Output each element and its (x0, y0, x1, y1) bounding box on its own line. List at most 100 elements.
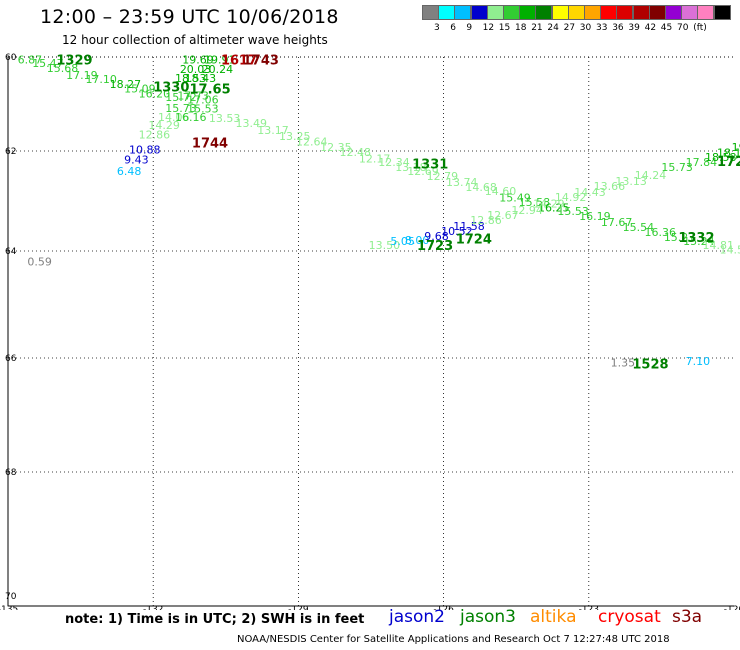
satellite-label-altika: altika (530, 607, 577, 627)
color-scale-label: 39 (628, 23, 640, 33)
color-scale-label: 24 (547, 23, 559, 33)
color-scale-label: 27 (563, 23, 576, 33)
wave-height-value: 13.18 (395, 161, 427, 174)
wave-height-value: 13.74 (446, 176, 478, 189)
wave-height-value: 16.16 (175, 111, 207, 124)
wave-height-value: 16.36 (644, 226, 676, 239)
wave-height-value: 17.67 (601, 216, 633, 229)
color-scale-label: 33 (596, 23, 608, 33)
pass-time-label: 1724 (456, 233, 492, 248)
longitude-tick-label: -123 (579, 605, 599, 610)
wave-height-value: 14.06 (158, 111, 190, 124)
wave-height-value: 15.72 (165, 91, 197, 104)
wave-height-value: 10.52 (441, 225, 473, 238)
color-scale-label: 21 (531, 23, 543, 33)
wave-height-value: 12.94 (511, 204, 543, 217)
pass-time-label: 1744 (192, 137, 228, 152)
wave-height-value: 14.43 (574, 186, 606, 199)
wave-height-value: 20.24 (202, 63, 234, 76)
wave-height-value: 15.53 (557, 205, 589, 218)
map-gridlines (8, 57, 734, 606)
longitude-tick-label: -129 (288, 605, 309, 610)
wave-height-value: 13.53 (209, 112, 241, 125)
latitude-tick-label: 70 (5, 592, 17, 602)
wave-height-value: 13.25 (279, 130, 311, 143)
latitude-tick-label: 68 (5, 468, 17, 478)
satellite-label-jason3: jason3 (460, 607, 516, 627)
wave-height-value: 12.17 (359, 153, 391, 166)
wave-height-value: 14.92 (555, 191, 587, 204)
pass-time-label: 1723 (417, 239, 453, 254)
wave-height-value: 13.17 (257, 124, 289, 137)
wave-height-value: 12.34 (378, 156, 410, 169)
wave-height-value: 18.53 (175, 72, 207, 85)
wave-height-value: 14.55 (719, 244, 740, 257)
wave-height-value: 17.10 (85, 73, 117, 86)
longitude-tick-label: -126 (433, 605, 454, 610)
longitude-tick-label: -120 (724, 605, 740, 610)
pass-time-label: 1332 (678, 231, 714, 246)
wave-height-value: 15.73 (661, 161, 693, 174)
wave-height-value: 12.86 (139, 129, 171, 142)
wave-height-value: 16.25 (538, 202, 570, 215)
wave-height-value: 12.64 (296, 136, 328, 149)
wave-height-value: 14.24 (635, 169, 667, 182)
pass-time-label: 1617 (221, 53, 257, 68)
color-scale-label: 70 (677, 23, 689, 33)
wave-height-value: 9.68 (424, 230, 449, 243)
wave-height-value: 15.47 (32, 57, 64, 70)
wave-height-value: 14.60 (485, 185, 517, 198)
wave-height-value: 14.68 (465, 181, 497, 194)
wave-height-value: 12.48 (340, 146, 372, 159)
note-text: note: 1) Time is in UTC; 2) SWH is in fe… (65, 612, 365, 627)
wave-height-value: 14.29 (148, 119, 180, 132)
wave-height-value: 12.69 (407, 165, 439, 178)
wave-height-value: 12.35 (320, 141, 352, 154)
wave-height-value: 12.79 (427, 170, 459, 183)
wave-height-value: 15.68 (47, 62, 79, 75)
longitude-tick-label: -132 (143, 605, 163, 610)
wave-height-value: 18.18 (717, 147, 740, 160)
wave-height-value: 15.58 (519, 196, 551, 209)
pass-time-label: 1330 (153, 81, 189, 96)
pass-time-label: 1329 (56, 53, 92, 68)
map-frame (7, 56, 734, 607)
footer-credit: NOAA/NESDIS Center for Satellite Applica… (237, 634, 670, 645)
pass-time-label: 17.65 (190, 82, 231, 97)
wave-height-value: 15.54 (623, 221, 655, 234)
color-scale-label: 9 (466, 23, 473, 33)
wave-height-value: 0.59 (27, 256, 52, 269)
wave-height-value: 16.20 (139, 88, 171, 101)
color-scale-label: 12 (482, 23, 495, 33)
page-title: 12:00 – 23:59 UTC 10/06/2018 (40, 6, 339, 28)
pass-time-label: 1725 (717, 155, 740, 170)
wave-height-value: 14.81 (703, 239, 735, 252)
color-scale-label: 18 (515, 23, 527, 33)
pass-time-label: 1743 (243, 53, 279, 68)
wave-height-value: 17.84 (686, 156, 718, 169)
pass-time-label: 1331 (412, 158, 448, 173)
wave-height-value: 13.13 (615, 175, 647, 188)
wave-height-value: 10.88 (129, 144, 161, 157)
wave-height-value: 15.23 (664, 231, 696, 244)
axis-labels: -135 -132 -129 -126 -123 -120 60 62 64 66 68 70 (0, 53, 740, 610)
wave-height-value: 11.58 (453, 220, 485, 233)
latitude-tick-label: 66 (5, 354, 17, 364)
color-scale-label: 15 (498, 23, 511, 33)
wave-height-value: 7.10 (686, 355, 711, 368)
latitude-tick-label: 62 (5, 147, 16, 157)
wave-height-value: 8.00 (405, 234, 430, 247)
satellite-label-cryosat: cryosat (598, 607, 661, 627)
wave-height-value: 18.27 (110, 78, 142, 91)
wave-height-value: 15.53 (187, 103, 219, 116)
wave-height-observations: 6.8715.4715.6817.1917.1018.2715.0916.201… (18, 53, 740, 372)
pass-time-label: 1528 (632, 358, 668, 373)
wave-height-value: 19.69 (182, 53, 214, 66)
wave-height-value: 15.49 (499, 192, 531, 205)
wave-height-value: 13.66 (594, 180, 626, 193)
color-scale-label: (ft) (693, 23, 707, 33)
wave-height-value: 20.03 (180, 63, 212, 76)
wave-height-value: 17.73 (177, 90, 209, 103)
color-scale-label: 6 (450, 23, 456, 33)
wave-height-value: 18.43 (185, 72, 217, 85)
